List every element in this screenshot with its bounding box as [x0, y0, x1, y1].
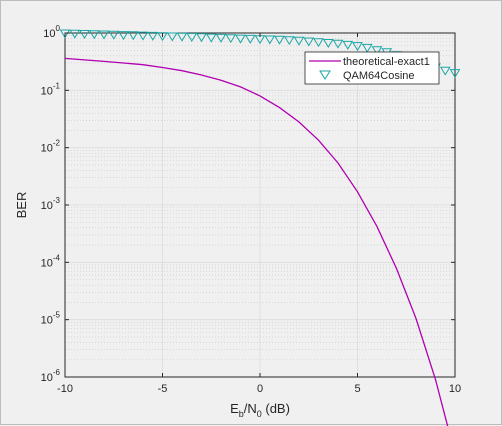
legend: theoretical-exact1 QAM64Cosine — [304, 51, 440, 85]
series-marker-qam64cosine — [244, 34, 256, 44]
series-marker-qam64cosine — [225, 34, 237, 44]
x-tick-label: 10 — [449, 383, 461, 395]
y-tick-label: 10-6 — [41, 368, 61, 384]
x-tick-label: 0 — [257, 383, 263, 395]
series-marker-qam64cosine — [69, 29, 81, 39]
series-marker-qam64cosine — [371, 46, 383, 56]
x-ticks: -10 -5 0 5 10 — [57, 33, 461, 395]
y-tick-label: 10-4 — [41, 253, 61, 269]
legend-marker-qam — [319, 70, 331, 80]
series-marker-qam64cosine — [235, 34, 246, 44]
legend-label-theoretical: theoretical-exact1 — [343, 56, 430, 68]
series-marker-qam64cosine — [293, 36, 305, 46]
series-marker-qam64cosine — [449, 69, 461, 79]
series-marker-qam64cosine — [147, 31, 159, 41]
y-tick-label: 10-1 — [41, 81, 61, 97]
x-tick-label: -10 — [57, 383, 73, 395]
series-marker-qam64cosine — [322, 39, 334, 48]
series-marker-qam64cosine — [166, 32, 178, 42]
series-marker-qam64cosine — [342, 40, 354, 50]
series-marker-qam64cosine — [352, 42, 363, 52]
series-line-theoretical-exact1 — [64, 57, 449, 426]
y-tick-label: 10-5 — [41, 311, 61, 327]
y-tick-label: 10-2 — [41, 139, 61, 155]
legend-box — [304, 51, 440, 85]
series-marker-qam64cosine — [264, 35, 276, 45]
x-tick-label: 5 — [354, 383, 360, 395]
series-marker-qam64cosine — [59, 29, 71, 39]
series-marker-qam64cosine — [196, 33, 207, 43]
series-marker-qam64cosine — [361, 43, 373, 53]
series-marker-qam64cosine — [205, 33, 217, 43]
series-marker-qam64cosine — [108, 30, 120, 40]
y-axis-label: BER — [14, 192, 29, 219]
series-marker-qam64cosine — [127, 31, 139, 41]
series-marker-qam64cosine — [313, 38, 324, 48]
series-marker-qam64cosine — [303, 37, 315, 47]
x-axis-label: Eb/N0 (dB) — [230, 401, 290, 419]
x-tick-label: -5 — [158, 383, 168, 395]
series-marker-qam64cosine — [176, 32, 188, 42]
y-tick-label: 10-3 — [41, 196, 61, 212]
series-marker-qam64cosine — [186, 33, 198, 42]
series-marker-qam64cosine — [274, 35, 285, 45]
series-marker-qam64cosine — [98, 30, 110, 40]
series-marker-qam64cosine — [332, 39, 344, 49]
y-ticks: 100 10-1 10-2 10-3 10-4 10-5 10-6 — [41, 24, 455, 384]
major-grid — [64, 32, 456, 378]
series-marker-qam64cosine — [88, 30, 100, 40]
series-marker-qam64cosine — [215, 33, 227, 43]
series-marker-qam64cosine — [137, 31, 149, 41]
series-marker-qam64cosine — [439, 66, 451, 76]
series-marker-qam64cosine — [157, 32, 168, 42]
y-tick-label: 100 — [43, 24, 60, 40]
series-marker-qam64cosine — [283, 36, 295, 46]
series-marker-qam64cosine — [118, 31, 129, 41]
legend-label-qam: QAM64Cosine — [343, 70, 415, 82]
series-marker-qam64cosine — [79, 30, 90, 39]
